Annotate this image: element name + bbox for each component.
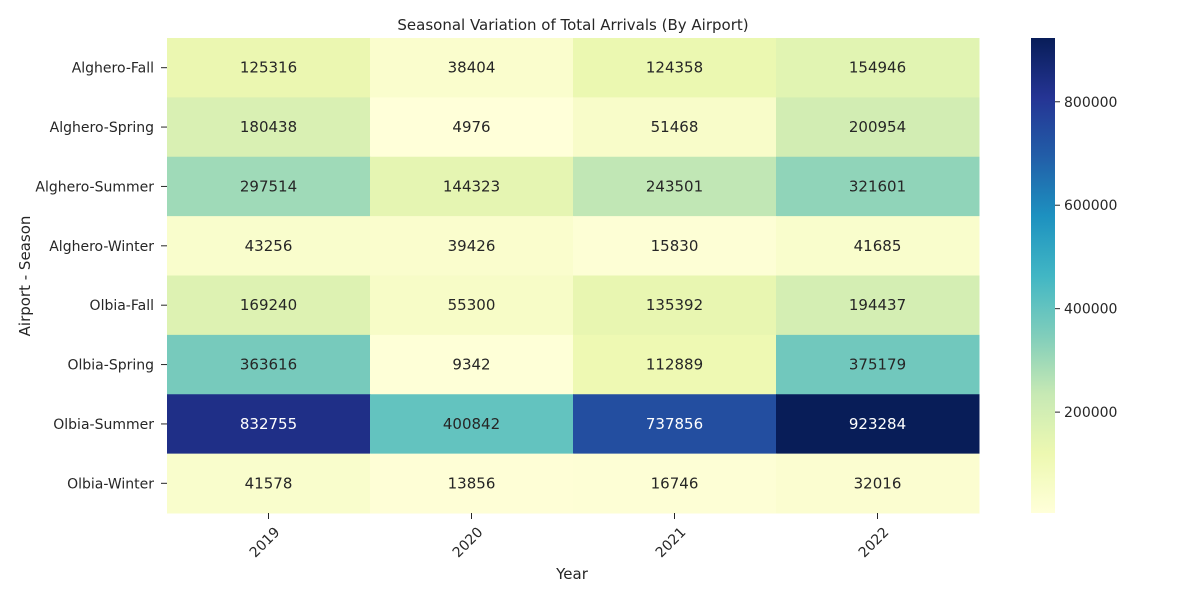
heatmap-cell xyxy=(573,216,777,276)
y-tick-labels: Alghero-Fall Alghero-Spring Alghero-Summer… xyxy=(35,61,167,492)
x-tick-label: 2019 xyxy=(247,525,284,562)
heatmap-cell xyxy=(167,97,371,158)
heatmap-cell xyxy=(776,453,980,514)
heatmap-cell xyxy=(167,453,371,514)
heatmap-cell xyxy=(573,453,777,514)
cell-value-label: 400842 xyxy=(443,415,500,433)
heatmap-cell xyxy=(776,334,980,395)
cell-value-label: 321601 xyxy=(849,177,906,195)
cell-value-label: 124358 xyxy=(646,59,703,77)
cell-value-label: 112889 xyxy=(646,356,703,374)
y-tick-label: Olbia-Fall xyxy=(90,298,154,314)
colorbar-tick-label: 400000 xyxy=(1064,302,1117,318)
heatmap-cell xyxy=(370,156,574,217)
cell-value-label: 41578 xyxy=(245,474,293,492)
cell-value-label: 41685 xyxy=(854,237,902,255)
heatmap-cell xyxy=(370,97,574,158)
x-tick-labels: 2019 2020 2021 2022 xyxy=(247,513,893,562)
heatmap-cell xyxy=(370,394,574,455)
cell-value-label: 125316 xyxy=(240,59,297,77)
x-tick-label: 2022 xyxy=(856,525,893,562)
y-tick-label: Alghero-Fall xyxy=(72,61,154,77)
heatmap-cell xyxy=(776,275,980,336)
heatmap-cell xyxy=(167,156,371,217)
heatmap-cell xyxy=(776,97,980,158)
heatmap-cell xyxy=(167,38,371,98)
cell-value-label: 180438 xyxy=(240,118,297,136)
cell-value-label: 832755 xyxy=(240,415,297,433)
cell-value-label: 200954 xyxy=(849,118,906,136)
colorbar-tick-label: 800000 xyxy=(1064,95,1117,111)
cell-value-label: 16746 xyxy=(651,474,699,492)
cell-value-label: 38404 xyxy=(448,59,496,77)
heatmap-cell xyxy=(573,394,777,455)
cell-value-label: 55300 xyxy=(448,296,496,314)
cell-value-label: 297514 xyxy=(240,177,297,195)
cell-value-label: 51468 xyxy=(651,118,699,136)
colorbar xyxy=(1031,38,1055,513)
heatmap-cells: 125316 38404 124358 154946 180438 4976 51468 20… xyxy=(167,38,980,514)
heatmap-cell xyxy=(776,156,980,217)
heatmap-cell xyxy=(167,334,371,395)
heatmap-cell xyxy=(573,156,777,217)
heatmap-cell xyxy=(776,216,980,276)
heatmap-cell xyxy=(167,275,371,336)
heatmap-cell xyxy=(167,394,371,455)
heatmap-cell xyxy=(776,38,980,98)
heatmap-cell xyxy=(776,394,980,455)
cell-value-label: 4976 xyxy=(452,118,490,136)
cell-value-label: 194437 xyxy=(849,296,906,314)
y-tick-label: Olbia-Summer xyxy=(53,417,154,433)
y-tick-label: Alghero-Spring xyxy=(50,120,154,136)
cell-value-label: 154946 xyxy=(849,59,906,77)
cell-value-label: 39426 xyxy=(448,237,496,255)
cell-value-label: 923284 xyxy=(849,415,906,433)
cell-value-label: 43256 xyxy=(245,237,293,255)
x-tick-label: 2020 xyxy=(450,525,487,562)
x-tick-label: 2021 xyxy=(653,525,690,562)
cell-value-label: 363616 xyxy=(240,356,297,374)
y-tick-label: Olbia-Winter xyxy=(67,476,154,492)
cell-value-label: 243501 xyxy=(646,177,703,195)
cell-value-label: 9342 xyxy=(452,356,490,374)
heatmap-cell xyxy=(370,275,574,336)
heatmap-cell xyxy=(370,216,574,276)
heatmap-cell xyxy=(573,38,777,98)
chart-title: Seasonal Variation of Total Arrivals (By… xyxy=(397,16,748,34)
y-tick-label: Olbia-Spring xyxy=(68,358,155,374)
cell-value-label: 13856 xyxy=(448,474,496,492)
heatmap-cell xyxy=(573,97,777,158)
heatmap-cell xyxy=(573,334,777,395)
cell-value-label: 144323 xyxy=(443,177,500,195)
colorbar-tick-label: 600000 xyxy=(1064,198,1117,214)
cell-value-label: 32016 xyxy=(854,474,902,492)
heatmap-cell xyxy=(573,275,777,336)
heatmap-cell xyxy=(167,216,371,276)
cell-value-label: 737856 xyxy=(646,415,703,433)
colorbar-tick-label: 200000 xyxy=(1064,405,1117,421)
cell-value-label: 135392 xyxy=(646,296,703,314)
y-tick-label: Alghero-Winter xyxy=(49,239,154,255)
cell-value-label: 169240 xyxy=(240,296,297,314)
heatmap-cell xyxy=(370,334,574,395)
colorbar-ticks: 200000 400000 600000 800000 xyxy=(1055,95,1117,421)
x-axis-label: Year xyxy=(555,565,589,583)
y-axis-label: Airport - Season xyxy=(16,216,34,337)
heatmap-cell xyxy=(370,38,574,98)
heatmap-cell xyxy=(370,453,574,514)
cell-value-label: 15830 xyxy=(651,237,699,255)
cell-value-label: 375179 xyxy=(849,356,906,374)
y-tick-label: Alghero-Summer xyxy=(35,179,154,195)
